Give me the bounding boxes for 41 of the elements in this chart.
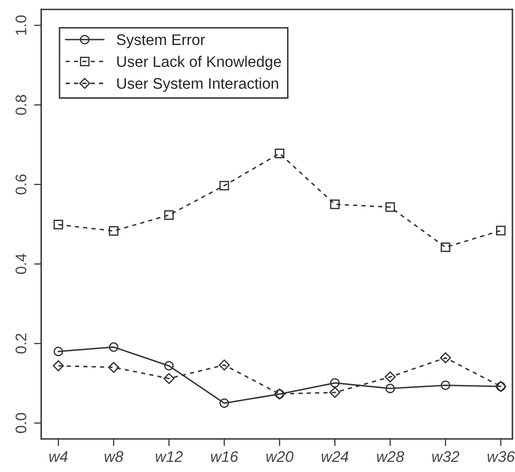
point <box>52 360 64 372</box>
point <box>164 210 174 220</box>
point <box>164 360 174 371</box>
x-tick-label: w32 <box>432 451 460 462</box>
y-tick-label: 1.0 <box>16 15 26 35</box>
x-tick-label: w8 <box>104 451 124 462</box>
point <box>440 352 452 364</box>
x-tick-label: w12 <box>156 451 183 462</box>
x-tick-label: w4 <box>49 451 68 462</box>
point <box>496 226 506 236</box>
point <box>219 398 230 408</box>
point <box>163 372 174 384</box>
point <box>440 242 450 252</box>
point <box>385 384 395 394</box>
point <box>54 346 64 356</box>
point <box>384 371 396 382</box>
point <box>218 359 230 371</box>
point <box>108 226 118 236</box>
point <box>219 180 230 190</box>
y-tick-label: 0.2 <box>16 334 26 354</box>
x-tick-label: w16 <box>211 451 238 462</box>
x-tick-label: w20 <box>266 451 294 462</box>
point <box>440 380 450 390</box>
x-tick-label: w28 <box>376 451 404 462</box>
y-tick-label: 0.6 <box>16 174 26 194</box>
point <box>274 148 284 158</box>
y-tick-label: 0.4 <box>16 254 26 274</box>
x-tick-label: w36 <box>488 451 515 462</box>
y-tick-label: 0.8 <box>16 94 26 115</box>
y-tick-label: 0.0 <box>16 413 26 434</box>
point <box>329 386 340 398</box>
point <box>330 200 340 210</box>
legend-label: User System Interaction <box>117 78 278 92</box>
point <box>385 202 395 212</box>
point <box>108 362 120 373</box>
x-tick-label: w24 <box>322 451 348 462</box>
legend-label: User Lack of Knowledge <box>117 56 281 70</box>
legend-label: System Error <box>116 34 205 48</box>
point <box>108 342 118 352</box>
point <box>54 220 64 230</box>
point <box>330 378 340 388</box>
